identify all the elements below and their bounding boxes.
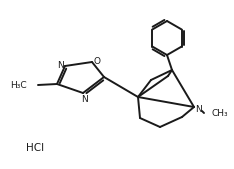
- Text: N: N: [57, 61, 63, 69]
- Text: CH₃: CH₃: [212, 110, 229, 118]
- Text: N: N: [195, 104, 201, 114]
- Text: H₃C: H₃C: [10, 80, 27, 90]
- Text: HCl: HCl: [26, 143, 44, 153]
- Text: N: N: [82, 95, 88, 104]
- Text: O: O: [94, 56, 100, 66]
